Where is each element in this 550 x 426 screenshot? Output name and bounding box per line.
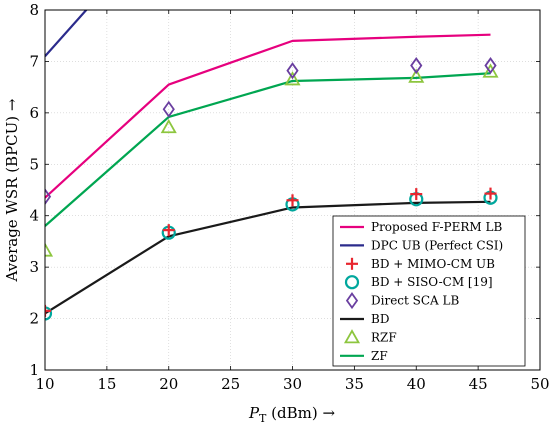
legend-swatch-direct-sca-lb <box>345 292 359 310</box>
x-tick-label: 10 <box>35 375 54 393</box>
y-tick-label: 7 <box>29 52 39 70</box>
legend-item: BD + SISO-CM [19] <box>344 275 493 290</box>
data-point-rzf <box>284 71 301 86</box>
x-axis-label-subscript: T <box>259 412 267 425</box>
legend-swatch-bd-siso-cm-19 <box>344 275 360 290</box>
legend-item: Direct SCA LB <box>345 292 460 310</box>
y-tick-label: 8 <box>29 1 39 19</box>
data-point-bd-mimo-cm-ub <box>45 304 51 317</box>
legend-swatch-bd-mimo-cm-ub <box>346 257 358 270</box>
data-point-bd-mimo-cm-ub <box>162 224 175 237</box>
y-axis-label: Average WSR (BPCU) → <box>3 98 21 282</box>
data-point-rzf <box>482 63 499 78</box>
series-line-bd <box>45 200 491 315</box>
y-tick-label: 2 <box>29 310 39 328</box>
legend-label: BD + SISO-CM [19] <box>371 275 493 289</box>
y-tick-label: 5 <box>29 155 39 173</box>
x-axis-label-symbol: P <box>248 404 260 422</box>
series-line-zf <box>45 72 491 227</box>
legend-item: DPC UB (Perfect CSI) <box>340 238 503 252</box>
data-point-direct-sca-lb <box>484 56 497 75</box>
x-tick-label: 45 <box>469 375 488 393</box>
data-point-rzf <box>408 68 425 83</box>
legend-item: BD + MIMO-CM UB <box>346 257 495 271</box>
legend-label: BD + MIMO-CM UB <box>371 257 495 271</box>
data-point-direct-sca-lb <box>45 188 52 206</box>
x-tick-label: 20 <box>159 375 178 393</box>
y-tick-label: 3 <box>29 258 39 276</box>
legend-item: Proposed F-PERM LB <box>340 220 502 234</box>
plot-frame <box>44 9 541 371</box>
x-tick-label: 50 <box>530 375 549 393</box>
legend-item: RZF <box>343 329 397 344</box>
legend-swatch-rzf <box>343 329 361 344</box>
legend-box <box>332 215 526 367</box>
x-tick-label: 15 <box>97 375 116 393</box>
data-point-direct-sca-lb <box>410 56 423 75</box>
data-point-direct-sca-lb <box>286 62 299 80</box>
legend-label: Direct SCA LB <box>371 294 460 308</box>
series-line-proposed-f-perm-lb <box>45 33 491 199</box>
series-line-dpc-ub-perfect-csi <box>45 10 88 58</box>
legend-label: DPC UB (Perfect CSI) <box>371 238 503 252</box>
x-tick-label: 25 <box>221 375 240 393</box>
x-axis-label: PT (dBm) → <box>248 404 336 425</box>
x-tick-label: 40 <box>407 375 426 393</box>
data-point-bd-mimo-cm-ub <box>410 188 423 201</box>
x-tick-label: 35 <box>345 375 364 393</box>
y-tick-label: 1 <box>29 361 39 379</box>
legend-entries: Proposed F-PERM LB DPC UB (Perfect CSI) BD… <box>340 220 503 363</box>
data-point-bd-mimo-cm-ub <box>484 187 497 200</box>
legend-label: BD <box>371 312 389 326</box>
x-axis-label-rest: (dBm) → <box>266 404 335 422</box>
data-point-bd-mimo-cm-ub <box>286 194 299 207</box>
legend-item: BD <box>340 312 389 326</box>
y-tick-label: 4 <box>29 207 39 225</box>
legend-label: RZF <box>371 330 397 344</box>
legend-label: ZF <box>371 349 388 363</box>
plot-area <box>45 10 499 321</box>
data-point-bd-siso-cm-19 <box>45 306 53 321</box>
data-point-direct-sca-lb <box>162 100 175 118</box>
data-point-rzf <box>45 242 54 257</box>
legend-label: Proposed F-PERM LB <box>371 220 502 234</box>
x-tick-label: 30 <box>283 375 302 393</box>
legend-item: ZF <box>340 349 388 363</box>
y-tick-label: 6 <box>29 104 39 122</box>
data-point-rzf <box>160 118 177 134</box>
legend: Proposed F-PERM LB DPC UB (Perfect CSI) BD… <box>332 215 526 367</box>
